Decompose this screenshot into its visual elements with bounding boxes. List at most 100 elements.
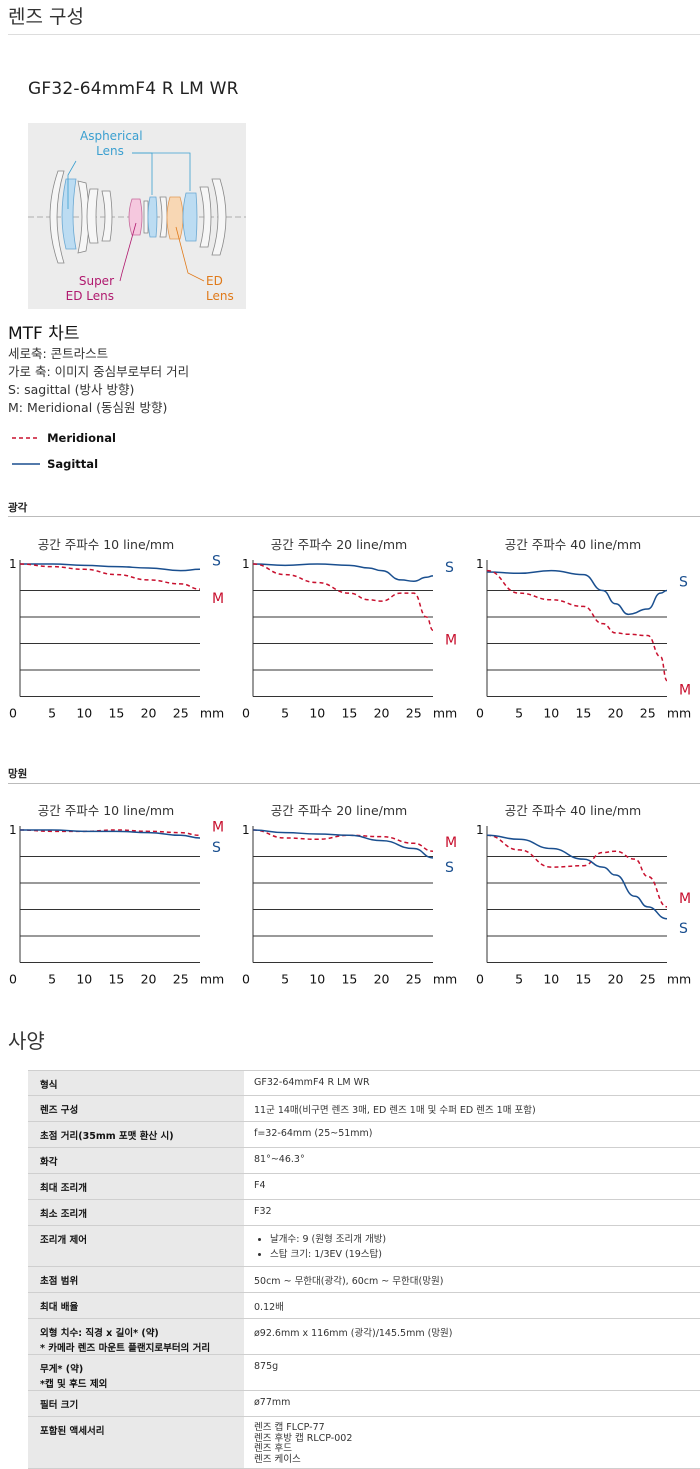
- series-m-line: [19, 563, 201, 590]
- legend-meridional-swatch: [12, 436, 40, 439]
- series-m-label: M: [212, 819, 224, 835]
- x-tick-label: 15: [575, 972, 591, 987]
- super-ed-lens: [128, 198, 143, 236]
- series-m-line: [486, 569, 668, 682]
- spec-row: 외형 치수: 직경 x 길이* (약) * 카메라 렌즈 마운트 플랜지로부터의 …: [28, 1318, 700, 1355]
- x-tick-label: 20: [141, 972, 157, 987]
- x-tick-label: 20: [608, 706, 624, 721]
- spec-label: 화각: [28, 1147, 244, 1174]
- spec-row: 무게* (약) *캡 및 후드 제외 875g: [28, 1354, 700, 1391]
- spec-value: GF32-64mmF4 R LM WR: [244, 1070, 700, 1096]
- spec-label: 최대 조리개: [28, 1173, 244, 1200]
- spec-label: 포함된 액세서리: [28, 1416, 244, 1469]
- x-tick-label: 25: [173, 706, 189, 721]
- aspherical-label: Aspherical Lens: [80, 129, 143, 159]
- chart-title: 공간 주파수 40 line/mm: [505, 537, 641, 552]
- series-s-label: S: [212, 840, 221, 856]
- x-tick-label: 25: [406, 706, 422, 721]
- spec-value: 11군 14매(비구면 렌즈 3매, ED 렌즈 1매 및 수퍼 ED 렌즈 1…: [244, 1095, 700, 1122]
- section-wide-label: 광각: [8, 502, 28, 514]
- spec-row: 최소 조리개 F32: [28, 1199, 700, 1226]
- spec-value: ø77mm: [244, 1390, 700, 1417]
- x-tick-label: 0: [9, 706, 17, 721]
- x-tick-label: 25: [640, 706, 656, 721]
- x-tick-label: 0: [476, 972, 484, 987]
- ed-lens: [166, 196, 184, 240]
- spec-value: 50cm ~ 무한대(광각), 60cm ~ 무한대(망원): [244, 1266, 700, 1293]
- x-tick-label: 25: [406, 972, 422, 987]
- spec-label: 형식: [28, 1070, 244, 1096]
- lens-name: GF32-64mmF4 R LM WR: [28, 79, 239, 99]
- spec-row: 화각 81°~46.3°: [28, 1147, 700, 1174]
- mtf-desc-3: S: sagittal (방사 방향): [8, 382, 135, 397]
- spec-label: 최소 조리개: [28, 1199, 244, 1226]
- spec-value: 날개수: 9 (원형 조리개 개방)스탑 크기: 1/3EV (19스탑): [244, 1225, 700, 1267]
- ed-label: ED Lens: [206, 274, 234, 304]
- series-s-label: S: [679, 921, 688, 937]
- series-m-label: M: [679, 891, 691, 907]
- page-title: 렌즈 구성: [8, 6, 84, 28]
- chart-title: 공간 주파수 10 line/mm: [38, 803, 174, 818]
- super-ed-label-line1: Super: [78, 274, 114, 288]
- legend-sagittal: Sagittal: [12, 453, 98, 472]
- legend-meridional-label: Meridional: [47, 431, 116, 445]
- legend-meridional: Meridional: [12, 427, 116, 446]
- y-tick-label: 1: [242, 557, 250, 571]
- super-ed-label: Super ED Lens: [64, 274, 114, 304]
- x-axis-unit: mm: [200, 972, 224, 987]
- x-tick-label: 0: [242, 972, 250, 987]
- spec-row: 포함된 액세서리 렌즈 캡 FLCP-77 렌즈 후방 캡 RLCP-002 렌즈 후…: [28, 1416, 700, 1469]
- x-tick-label: 10: [76, 972, 92, 987]
- series-m-label: M: [445, 632, 457, 648]
- x-tick-label: 20: [374, 706, 390, 721]
- series-s-line: [486, 834, 668, 920]
- mtf-desc-4: M: Meridional (동심원 방향): [8, 400, 168, 415]
- spec-label: 필터 크기: [28, 1390, 244, 1417]
- x-tick-label: 0: [242, 706, 250, 721]
- x-tick-label: 15: [108, 706, 124, 721]
- spec-table: 형식 GF32-64mmF4 R LM WR 렌즈 구성 11군 14매(비구면 렌즈…: [28, 1070, 700, 1469]
- ed-label-line2: Lens: [206, 289, 234, 303]
- mtf-desc-1: 세로축: 콘트라스트: [8, 346, 109, 361]
- spec-value: 0.12배: [244, 1292, 700, 1319]
- x-tick-label: 5: [48, 972, 56, 987]
- y-tick-label: 1: [9, 557, 17, 571]
- x-tick-label: 5: [281, 972, 289, 987]
- x-tick-label: 15: [341, 706, 357, 721]
- series-s-line: [486, 569, 668, 616]
- chart-title: 공간 주파수 40 line/mm: [505, 803, 641, 818]
- legend-sagittal-label: Sagittal: [47, 457, 99, 471]
- y-tick-label: 1: [242, 823, 250, 837]
- x-tick-label: 5: [515, 972, 523, 987]
- mtf-desc-2: 가로 축: 이미지 중심부로부터 거리: [8, 364, 190, 379]
- series-s-line: [252, 829, 434, 859]
- super-ed-label-line2: ED Lens: [65, 289, 114, 303]
- spec-row: 렌즈 구성 11군 14매(비구면 렌즈 3매, ED 렌즈 1매 및 수퍼 ED…: [28, 1095, 700, 1122]
- x-axis-unit: mm: [667, 972, 691, 987]
- x-tick-label: 20: [608, 972, 624, 987]
- x-axis-unit: mm: [433, 972, 457, 987]
- spec-label: 초점 거리(35mm 포맷 환산 시): [28, 1121, 244, 1148]
- section-tele-label: 망원: [8, 768, 28, 780]
- divider: [8, 783, 700, 784]
- divider: [8, 516, 700, 517]
- x-tick-label: 25: [640, 972, 656, 987]
- x-tick-label: 0: [9, 972, 17, 987]
- x-tick-label: 15: [341, 972, 357, 987]
- spec-label: 조리개 제어: [28, 1225, 244, 1267]
- x-axis-unit: mm: [200, 706, 224, 721]
- series-m-label: M: [445, 835, 457, 851]
- series-s-line: [20, 563, 201, 572]
- series-m-line: [486, 834, 668, 908]
- chart-title: 공간 주파수 20 line/mm: [271, 803, 407, 818]
- x-tick-label: 10: [309, 706, 325, 721]
- spec-row: 최대 배율 0.12배: [28, 1292, 700, 1319]
- x-tick-label: 5: [281, 706, 289, 721]
- spec-row: 조리개 제어날개수: 9 (원형 조리개 개방)스탑 크기: 1/3EV (19…: [28, 1225, 700, 1267]
- x-axis-unit: mm: [667, 706, 691, 721]
- y-tick-label: 1: [9, 823, 17, 837]
- series-s-label: S: [445, 560, 454, 576]
